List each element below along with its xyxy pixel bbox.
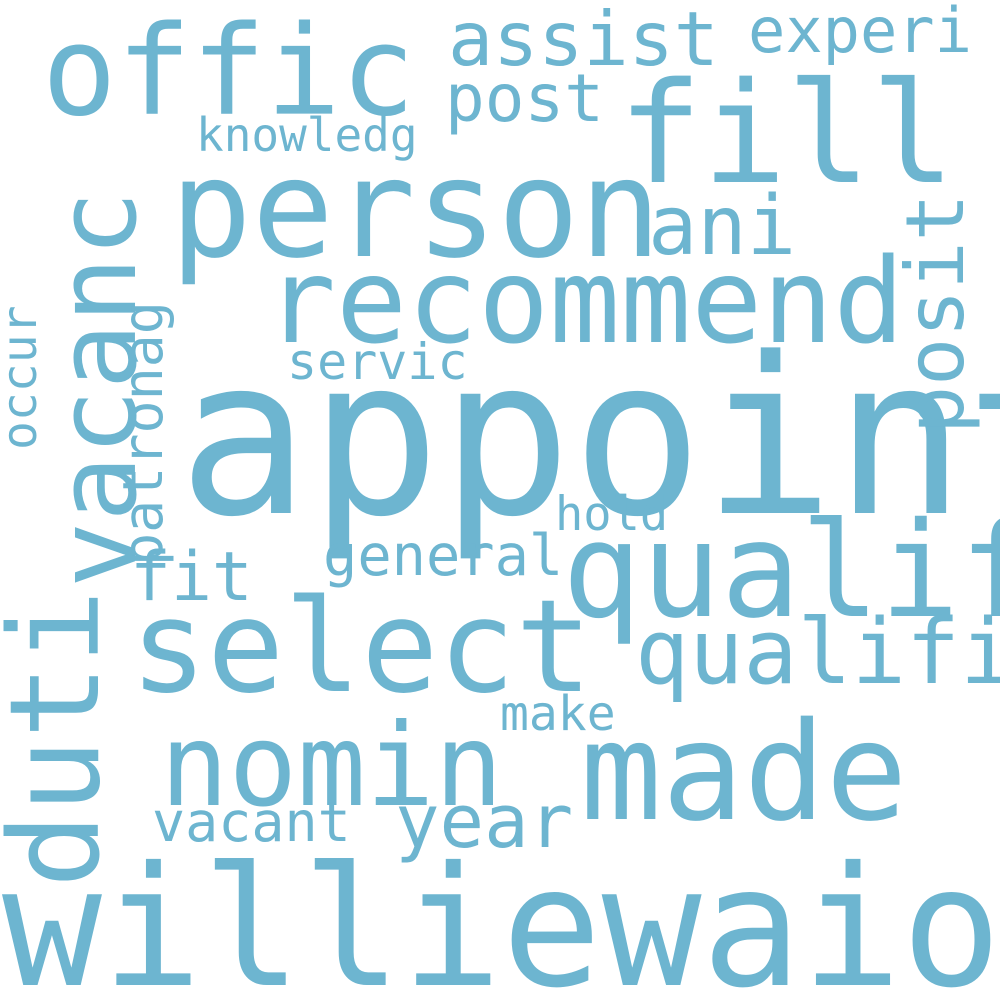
word-made: made [580, 694, 908, 852]
word-select: select [130, 573, 593, 722]
word-nomin: nomin [160, 699, 504, 832]
word-knowledg: knowledg [196, 108, 418, 162]
word-duti: duti [0, 589, 128, 888]
word-hold: hold [555, 487, 669, 542]
word-recommend: recommend [265, 232, 905, 370]
word-patronag: patronag [111, 301, 175, 566]
word-make: make [500, 686, 616, 742]
word-williewaiola: williewaiola [2, 832, 1000, 1000]
word-posit: posit [889, 193, 982, 434]
word-occur: occur [0, 305, 48, 451]
word-fill: fill [618, 53, 956, 216]
word-experi: experi [748, 0, 972, 67]
word-offic: offic [42, 0, 416, 144]
word-vacant: vacant [152, 790, 351, 854]
word-servic: servic [287, 333, 468, 391]
word-person: person [170, 131, 662, 289]
word-general: general [323, 523, 564, 589]
word-qualif: qualif [562, 494, 1000, 648]
word-appoint: appoint [178, 312, 1000, 565]
word-year: year [395, 779, 574, 865]
word-qualifi: qualifi [635, 600, 1000, 705]
word-fit: fit [130, 538, 253, 617]
word-assist: assist [448, 0, 719, 83]
word-ani: ani [648, 179, 797, 274]
word-post: post [445, 60, 604, 137]
